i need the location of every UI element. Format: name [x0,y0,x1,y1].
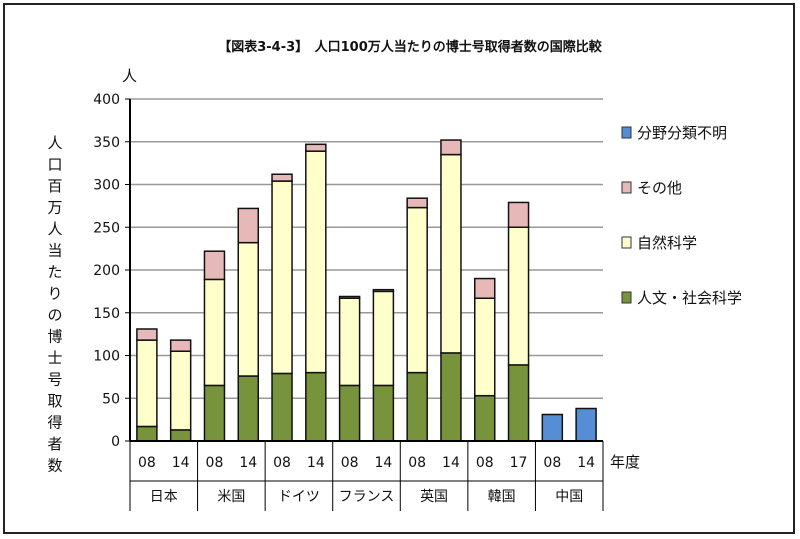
group-label: 英国 [420,488,448,505]
y-axis-label-char: 人 [47,220,62,238]
group-label: フランス [339,489,395,505]
bar-segment [169,350,192,431]
y-unit-label: 人 [122,67,137,85]
bar-segment [237,207,259,244]
bar-segment [136,339,158,428]
bar-segment [507,226,530,366]
x-tick-label: 14 [239,455,257,471]
bar-segment [406,197,428,209]
bar-segment [338,295,361,299]
y-axis-label-char: 取 [47,392,62,410]
y-axis-label-char: 百 [47,177,62,195]
x-tick-label: 08 [408,455,426,471]
x-tick-label: 08 [543,455,561,471]
bar-segment [305,371,327,442]
y-axis-label-char: 号 [47,371,62,389]
y-axis-label-char: 士 [47,349,62,367]
group-label: ドイツ [278,489,320,505]
bar-segment [440,153,462,354]
y-tick-label: 250 [93,220,120,236]
y-tick-label: 200 [93,263,120,279]
bar-segment [136,425,158,442]
bar-segment [271,372,293,442]
y-tick-label: 50 [102,391,120,407]
y-tick-label: 150 [93,306,120,322]
y-axis-label-char: 当 [47,242,62,260]
chart-title: 【図表3-4-3】 人口100万人当たりの博士号取得者数の国際比較 [218,39,603,55]
y-axis-label-char: り [47,285,62,303]
bar-segment [507,201,530,229]
y-axis-label-char: 人 [47,134,62,152]
y-tick-label: 400 [93,92,120,108]
legend-swatch [621,291,632,304]
y-tick-label: 0 [111,434,120,450]
y-axis-label-char: 博 [47,328,62,346]
legend-swatch [621,236,632,249]
bar-segment [203,278,226,387]
x-tick-label: 14 [577,455,595,471]
bar-segment [575,407,597,442]
bar-segment [474,277,496,299]
x-tick-label: 08 [476,455,494,471]
chart-frame: 【図表3-4-3】 人口100万人当たりの博士号取得者数の国際比較 人 年度 人… [3,3,795,534]
bar-segment [440,139,462,156]
legend-label: 分野分類不明 [637,124,727,142]
x-tick-label: 17 [510,455,528,471]
x-tick-label: 14 [442,455,460,471]
bar-segment [203,384,226,442]
x-axis-label: 年度 [610,453,640,471]
legend-label: その他 [637,179,682,197]
group-label: 中国 [555,489,583,505]
bar-segment [507,364,530,442]
legend-label: 人文・社会科学 [637,289,742,307]
y-axis-label-char: 得 [47,414,62,432]
x-tick-label: 14 [374,455,392,471]
bar-segment [237,241,259,377]
bar-segment [169,339,192,352]
bar-segment [271,173,293,182]
bar-segment [474,297,496,397]
legend-swatch [621,126,632,139]
y-axis-label-char: た [47,263,62,281]
y-axis-label-char: の [47,306,62,324]
legend-label: 自然科学 [637,234,697,252]
bar-segment [440,352,462,442]
bar-segment [406,206,428,374]
y-axis-label-char: 口 [47,156,62,174]
y-axis-label-char: 数 [47,457,62,475]
bar-segment [372,288,395,293]
group-label: 韓国 [488,489,516,505]
y-tick-label: 350 [93,135,120,151]
stacked-bar-chart: 【図表3-4-3】 人口100万人当たりの博士号取得者数の国際比較 人 年度 人… [47,39,742,511]
bar-segment [406,371,428,442]
bar-segment [541,413,564,442]
bar-segment [169,429,192,442]
group-label: 日本 [150,489,178,505]
group-label: 米国 [217,489,245,505]
x-tick-label: 08 [206,455,224,471]
bar-segment [338,297,361,387]
bar-segment [305,143,327,152]
bar-segment [372,290,395,387]
bar-segment [136,328,158,341]
bar-segment [474,394,496,442]
bar-segment [271,180,293,375]
legend-swatch [621,181,632,194]
y-axis-label-char: 万 [47,199,62,217]
bar-segment [338,384,361,442]
x-tick-label: 14 [172,455,190,471]
x-tick-label: 08 [341,455,359,471]
x-tick-label: 08 [273,455,291,471]
y-tick-label: 300 [93,178,120,194]
bar-segment [372,384,395,442]
y-axis-label-char: 者 [47,435,62,453]
y-tick-label: 100 [93,349,120,365]
x-tick-label: 08 [138,455,156,471]
bar-segment [203,250,226,281]
bar-segment [305,150,327,374]
x-tick-label: 14 [307,455,325,471]
bar-segment [237,375,259,442]
